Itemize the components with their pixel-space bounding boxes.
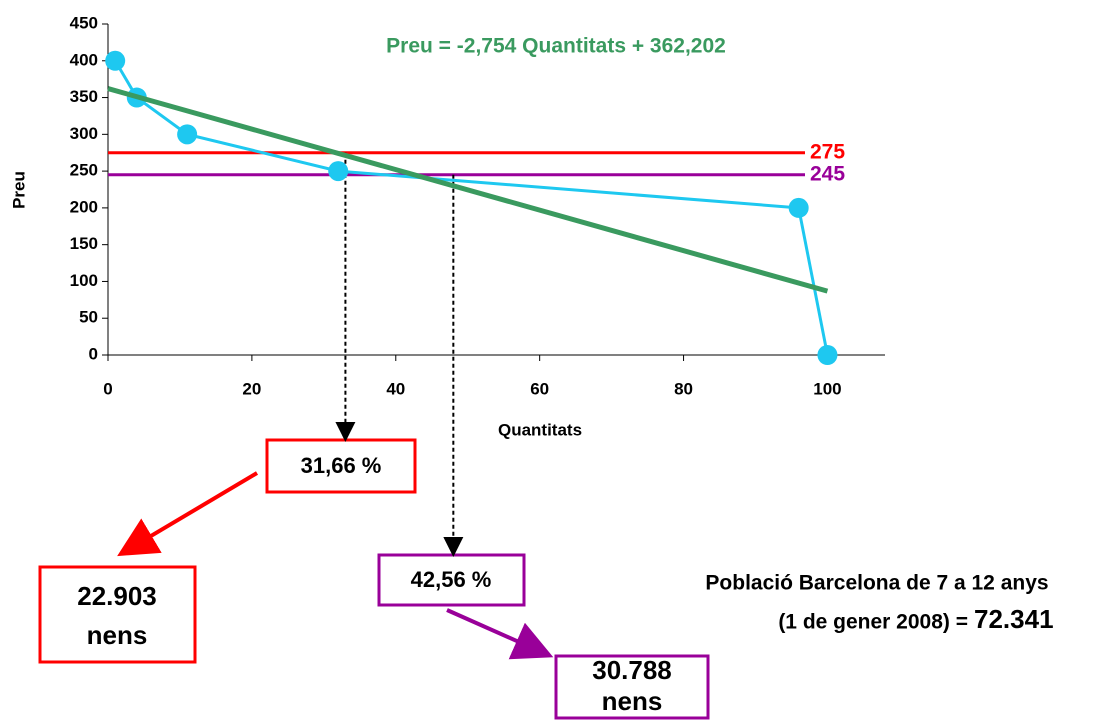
arrow: [446, 608, 554, 660]
hline-label: 245: [810, 162, 845, 185]
kids-label: nens: [602, 686, 663, 716]
population-value: 72.341: [974, 604, 1054, 634]
y-tick-label: 200: [70, 197, 98, 216]
pct-box: [265, 438, 417, 494]
point: [105, 50, 126, 71]
y-tick-label: 400: [70, 50, 98, 69]
kids-box: [38, 565, 197, 664]
kids-box: [554, 654, 710, 720]
y-tick-label: 250: [70, 161, 98, 180]
x-tick-label: 0: [103, 379, 112, 398]
point: [328, 161, 349, 182]
y-tick-label: 150: [70, 234, 98, 253]
x-tick-label: 20: [242, 379, 261, 398]
y-tick-label: 50: [79, 308, 98, 327]
point: [817, 345, 838, 365]
y-axis-label: Preu: [9, 171, 28, 209]
equation: Preu = -2,754 Quantitats + 362,202: [386, 35, 726, 58]
population-text: (1 de gener 2008) =: [778, 611, 968, 634]
arrow: [117, 471, 259, 557]
point: [177, 124, 198, 145]
x-tick-label: 40: [386, 379, 405, 398]
y-tick-label: 100: [70, 271, 98, 290]
y-tick-label: 450: [70, 13, 98, 32]
series-line: [113, 60, 829, 356]
x-tick-label: 80: [674, 379, 693, 398]
kids-label: 22.903: [77, 581, 157, 611]
population-text: Població Barcelona de 7 a 12 anys: [705, 572, 1048, 595]
series-line: [107, 86, 829, 294]
kids-label: nens: [87, 620, 148, 650]
hline-label: 275: [810, 140, 845, 163]
y-tick-label: 350: [70, 87, 98, 106]
x-tick-label: 60: [530, 379, 549, 398]
y-tick-label: 300: [70, 124, 98, 143]
point: [788, 197, 809, 218]
pct-label: 31,66 %: [301, 453, 382, 478]
kids-label: 30.788: [592, 655, 672, 685]
pct-label: 42,56 %: [411, 567, 492, 592]
x-axis-label: Quantitats: [498, 420, 582, 439]
x-tick-label: 100: [813, 379, 841, 398]
y-tick-label: 0: [89, 344, 98, 363]
